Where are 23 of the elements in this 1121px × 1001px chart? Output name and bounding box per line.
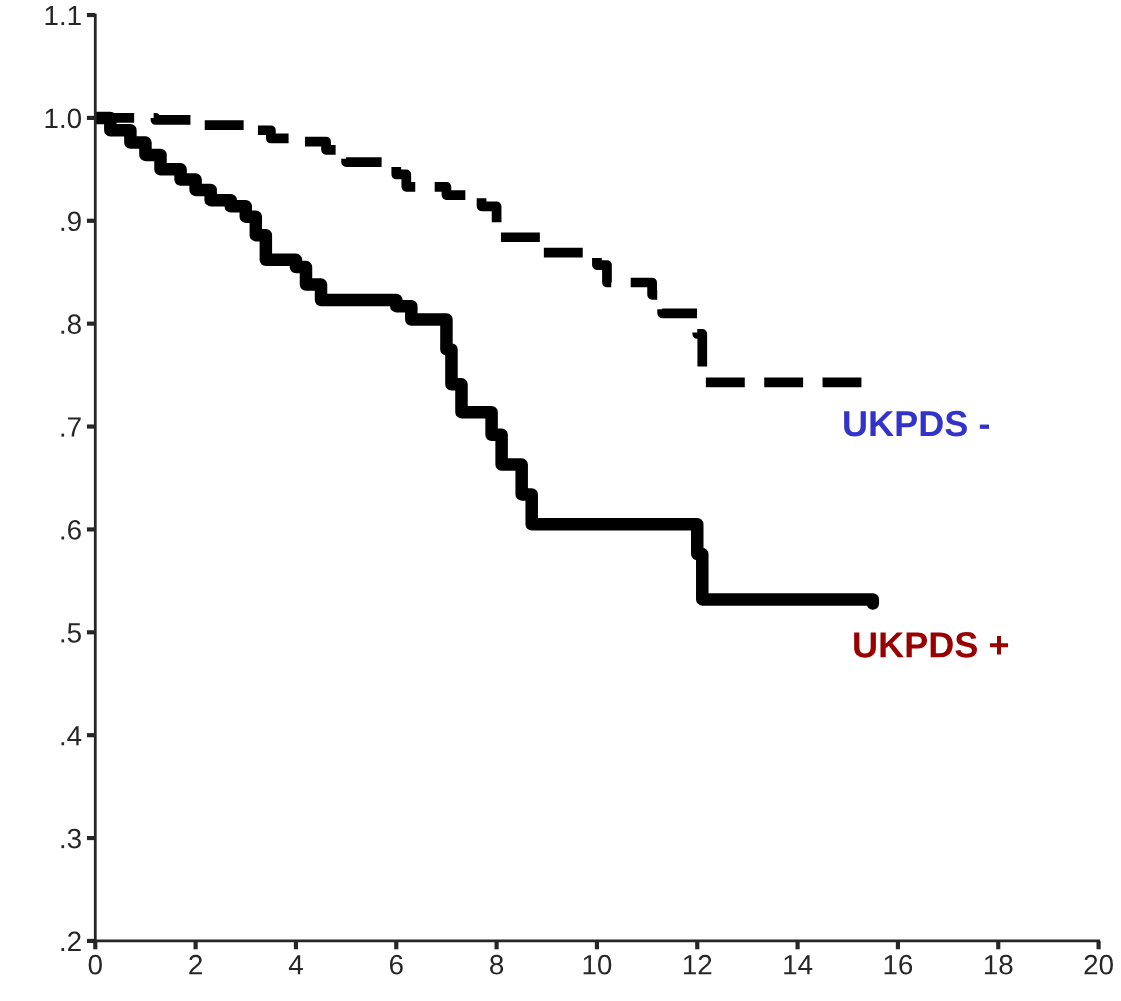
series-label: UKPDS +: [854, 632, 1009, 658]
x-tick-label: 2: [189, 954, 202, 975]
y-tick-label: .6: [61, 520, 81, 540]
y-tick-label: 1.1: [45, 5, 81, 26]
y-tick-label: 1.0: [45, 108, 82, 129]
x-tick-label: 8: [490, 954, 504, 975]
x-tick-label: 16: [884, 954, 913, 975]
x-tick-label: 4: [288, 955, 303, 975]
y-tick-label: .9: [61, 211, 81, 232]
x-tick-label: 0: [88, 954, 102, 975]
x-tick-label: 12: [683, 954, 712, 975]
y-tick-label: .3: [61, 828, 81, 849]
x-tick-label: 6: [389, 954, 403, 975]
x-tick-label: 18: [984, 954, 1013, 975]
x-tick-label: 20: [1084, 954, 1113, 975]
series-label: UKPDS -: [844, 410, 989, 437]
y-tick-label: .5: [61, 623, 81, 643]
y-tick-label: .8: [61, 314, 81, 334]
y-tick-label: .2: [61, 931, 81, 952]
y-tick-label: .4: [61, 726, 82, 746]
x-tick-label: 14: [784, 955, 813, 975]
x-tick-label: 10: [583, 954, 612, 975]
y-tick-label: .7: [61, 417, 81, 437]
